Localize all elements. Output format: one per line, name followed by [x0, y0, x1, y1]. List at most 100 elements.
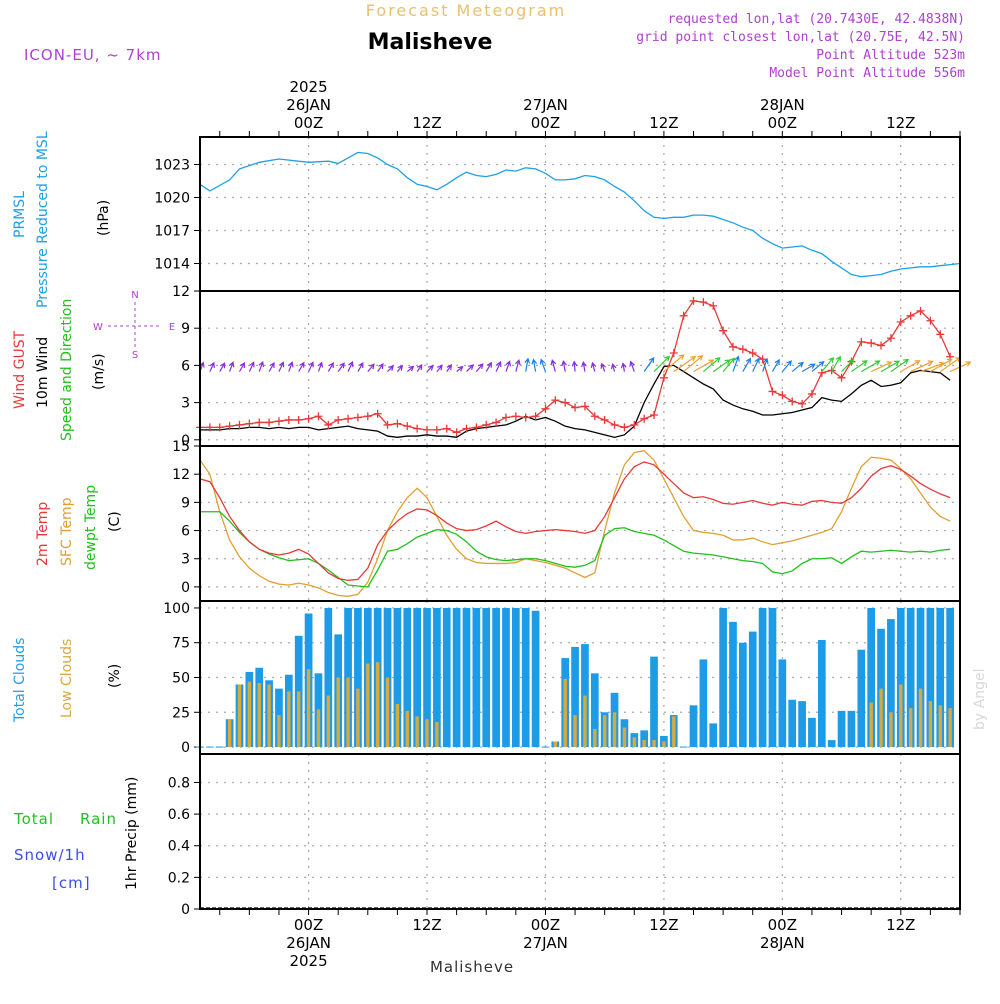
gust-marker — [916, 306, 925, 315]
low-cloud-bar — [662, 741, 666, 748]
gust-marker — [600, 415, 609, 424]
wind-arrow — [550, 358, 557, 372]
wind-arrow — [539, 358, 547, 372]
low-cloud-bar — [425, 719, 429, 748]
wind-arrow — [860, 360, 881, 373]
gust-marker — [580, 402, 589, 411]
gust-marker — [423, 425, 432, 434]
time-label-bottom: 12Z — [412, 916, 441, 934]
low-cloud-bar — [237, 684, 242, 748]
gust-marker — [373, 409, 382, 418]
total-cloud-bar — [324, 607, 333, 748]
gust-marker — [896, 318, 905, 326]
low-cloud-bar — [297, 691, 301, 748]
total-cloud-bar — [946, 607, 954, 748]
time-label-top: 00Z — [768, 114, 797, 132]
time-label-top: 12Z — [886, 114, 915, 132]
low-cloud-bar — [652, 740, 656, 748]
low-cloud-bar — [632, 737, 636, 748]
wind-tick-label: 0 — [181, 433, 190, 449]
wind-arrow — [811, 360, 825, 373]
wind-arrow — [377, 363, 384, 372]
wind-arrow — [426, 364, 434, 373]
time-label-top: 00Z — [294, 114, 323, 132]
wind-arrow — [531, 358, 538, 372]
time-label-bottom: 00Z — [294, 916, 323, 934]
credit-watermark: by Angel — [972, 669, 988, 730]
time-label-bottom: 00Z — [531, 916, 560, 934]
gust-marker — [748, 349, 757, 357]
total-cloud-bar — [827, 740, 836, 748]
gust-marker — [442, 424, 451, 433]
total-cloud-bar — [778, 659, 787, 748]
gust-marker — [304, 414, 313, 423]
total-cloud-bar — [729, 621, 737, 748]
gust-marker — [432, 425, 441, 434]
total-cloud-bar — [689, 705, 698, 748]
total-cloud-bar — [709, 723, 718, 748]
total-cloud-bar — [837, 710, 846, 748]
pressure-tick-label: 1017 — [154, 224, 190, 240]
low-cloud-bar — [938, 705, 942, 748]
time-label-top: 27JAN — [523, 96, 568, 114]
wind-arrow — [347, 360, 354, 372]
gust-marker — [728, 342, 737, 351]
gust-marker — [827, 366, 836, 375]
label-2m-temp: 2m Temp — [35, 502, 51, 566]
wind-arrow — [327, 361, 334, 372]
wind-arrow — [851, 360, 868, 373]
time-label-bottom: 28JAN — [760, 934, 805, 952]
label-rain: Rain — [80, 810, 117, 828]
wind-arrow — [248, 361, 255, 372]
gust-marker — [255, 418, 264, 427]
label-speed-direction: Speed and Direction — [59, 299, 75, 441]
gust-marker — [225, 422, 234, 431]
gust-marker — [936, 330, 945, 339]
gust-marker — [837, 373, 846, 382]
low-cloud-bar — [415, 716, 419, 748]
temp-tick-label: 9 — [181, 495, 190, 511]
gust-marker — [640, 414, 649, 423]
total-cloud-bar — [521, 607, 530, 748]
total-cloud-bar — [442, 607, 451, 748]
total-cloud-bar — [916, 607, 925, 748]
wind-arrow — [466, 364, 474, 373]
wind-arrow — [841, 358, 855, 373]
gust-marker — [719, 326, 728, 335]
gust-marker — [541, 404, 550, 413]
low-cloud-bar — [316, 709, 321, 748]
wind-arrow — [298, 361, 305, 372]
total-cloud-bar — [492, 607, 500, 748]
label-pressure-msl: Pressure Reduced to MSL — [35, 131, 51, 308]
gust-marker — [867, 339, 876, 348]
wind-arrow — [268, 361, 275, 372]
gust-marker — [857, 337, 866, 346]
precip-tick-label: 0.4 — [168, 839, 190, 855]
low-cloud-bar — [672, 716, 676, 748]
temp-tick-label: 12 — [172, 467, 190, 483]
total-cloud-bar — [472, 607, 481, 748]
gust-marker — [531, 412, 540, 421]
precip-tick-label: 0.6 — [168, 807, 190, 823]
wind-arrow — [495, 360, 502, 372]
wind-arrow — [308, 361, 314, 372]
wind-arrow — [930, 358, 953, 373]
low-cloud-bar — [553, 741, 558, 748]
low-cloud-bar — [356, 688, 360, 748]
clouds-tick-label: 50 — [172, 671, 190, 687]
gust-marker — [699, 298, 708, 307]
gust-marker — [284, 415, 293, 424]
gust-marker — [689, 296, 698, 305]
gust-marker — [709, 301, 718, 310]
total-cloud-bar — [403, 607, 412, 748]
total-cloud-bar — [896, 607, 905, 748]
low-cloud-bar — [257, 683, 261, 748]
gust-marker — [462, 424, 471, 433]
gust-marker — [650, 411, 659, 419]
gust-marker — [738, 345, 747, 354]
total-cloud-bar — [867, 607, 876, 748]
gust-marker — [768, 387, 777, 396]
gust-marker — [669, 349, 678, 357]
label-low-clouds: Low Clouds — [59, 639, 75, 718]
